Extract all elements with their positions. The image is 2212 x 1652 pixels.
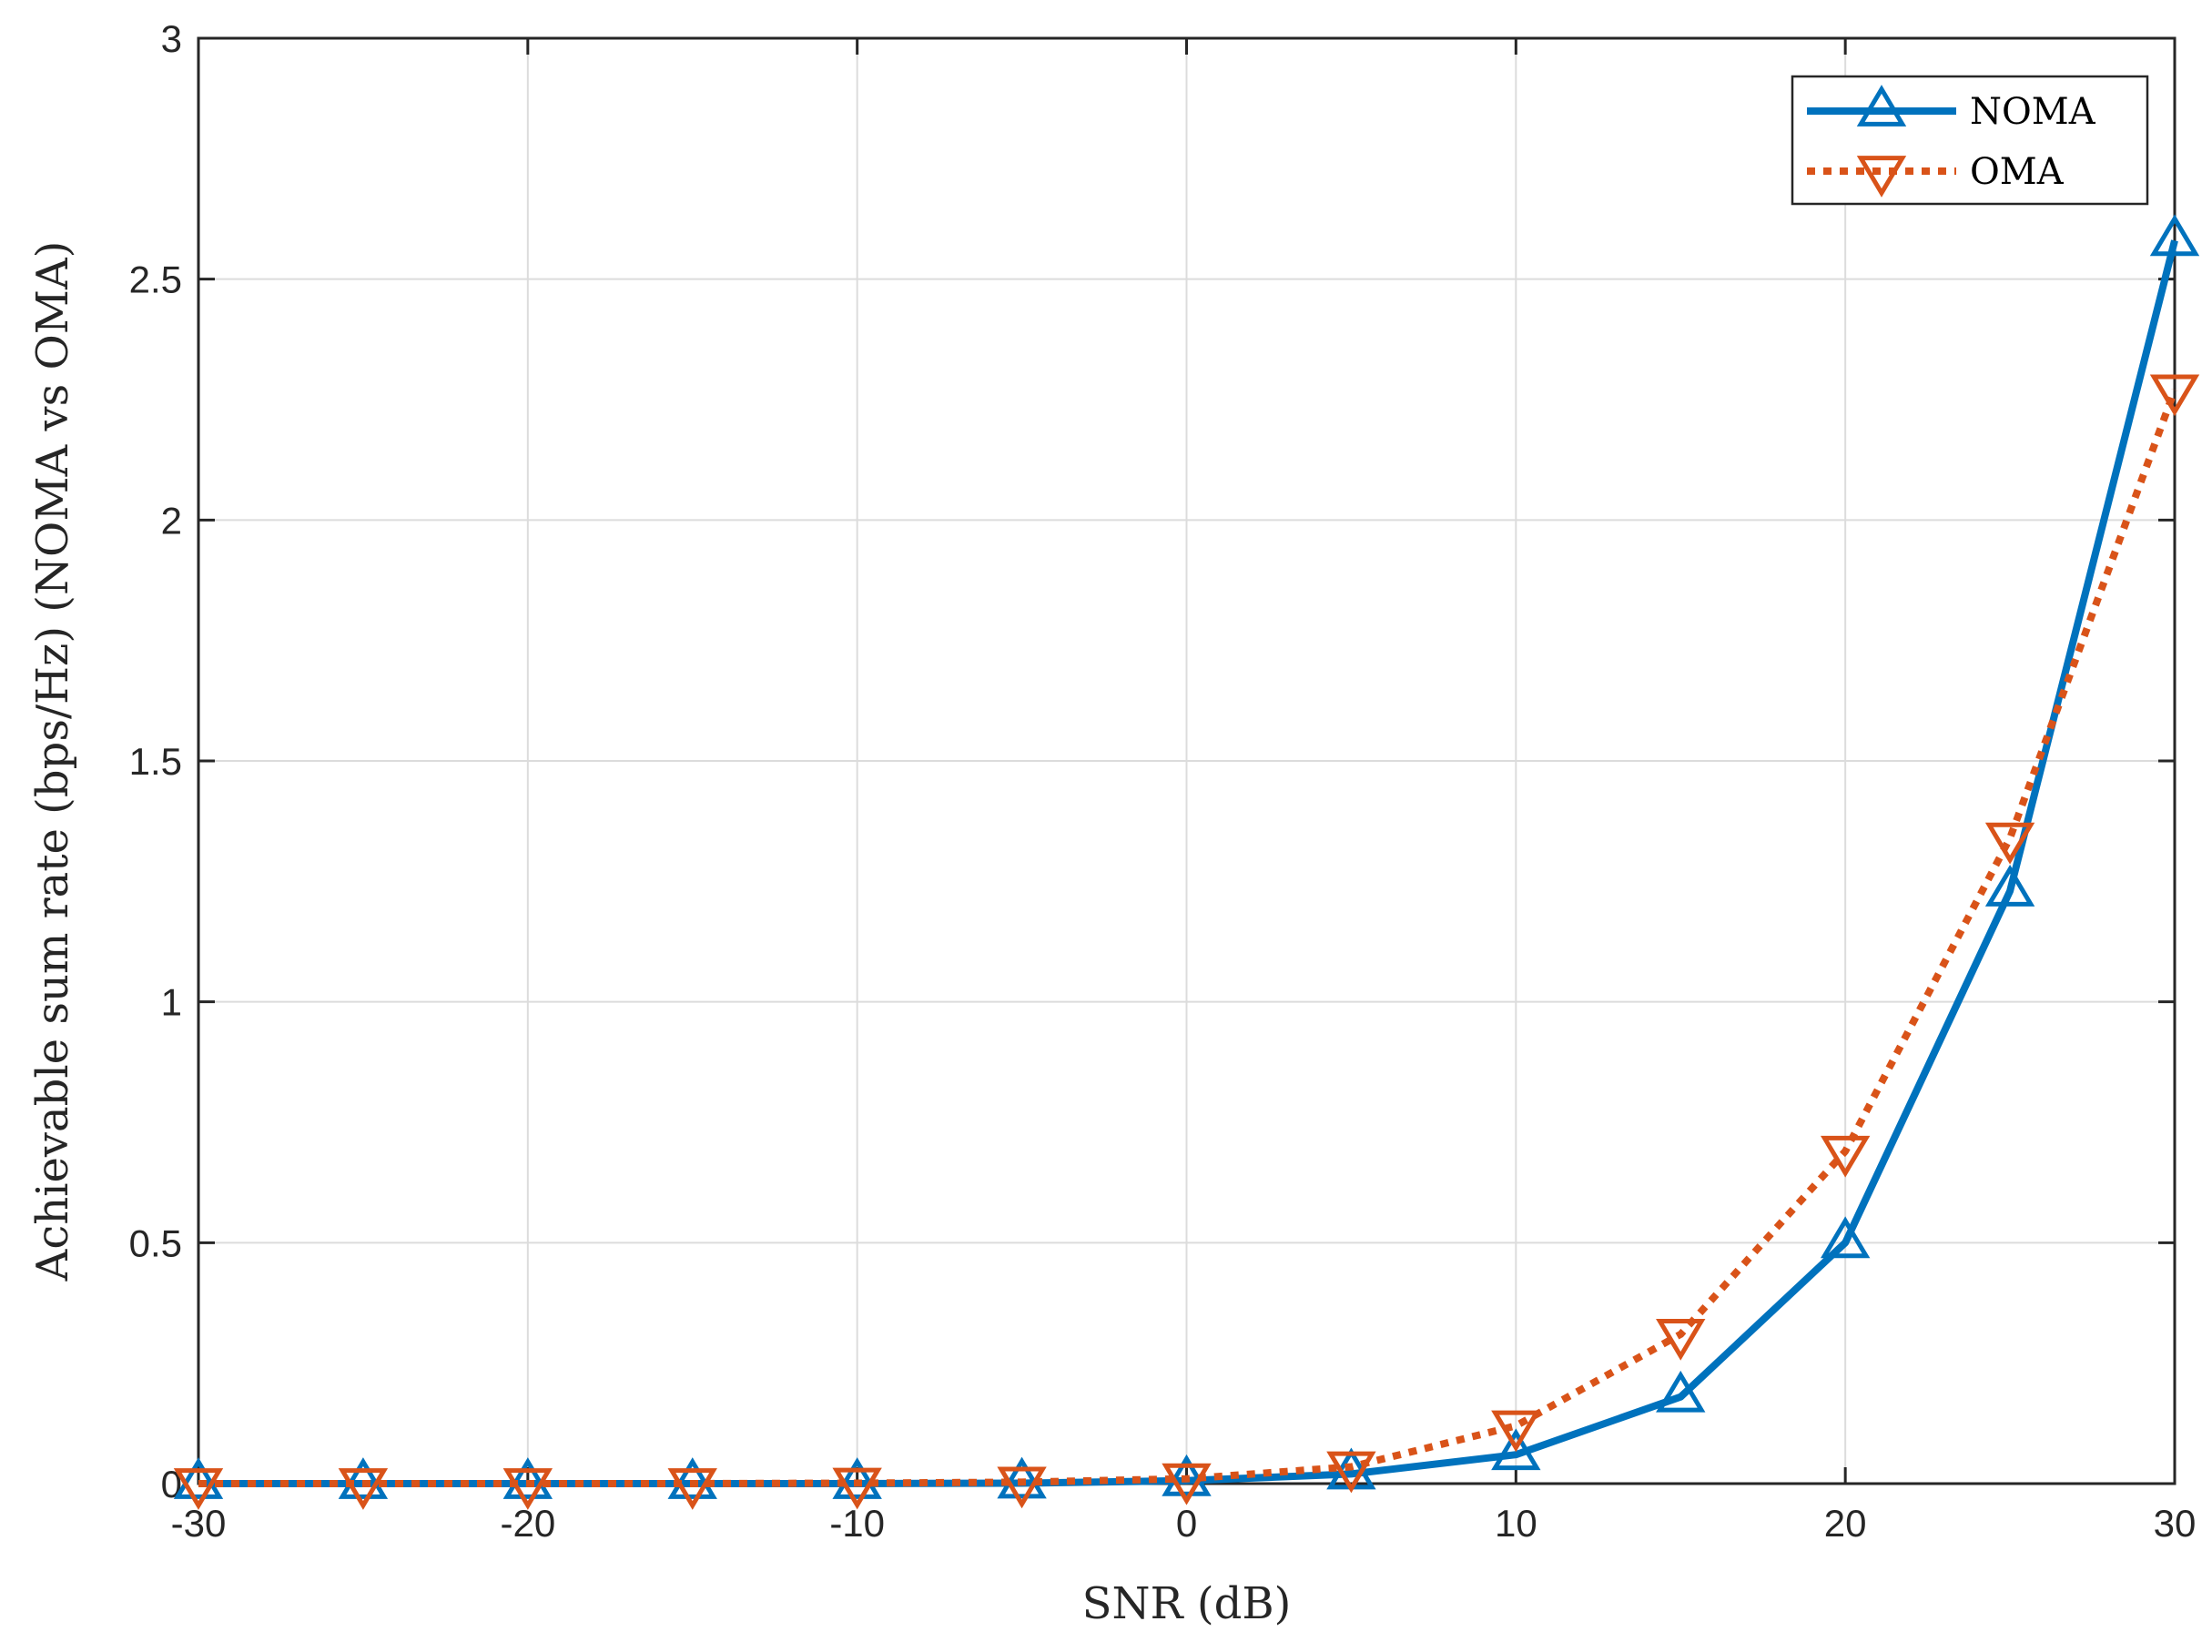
data-point-noma bbox=[1656, 1370, 1706, 1413]
data-point-oma bbox=[173, 1468, 224, 1510]
data-point-oma bbox=[1491, 1410, 1541, 1453]
data-point-oma bbox=[502, 1468, 553, 1510]
data-point-oma bbox=[1656, 1319, 1706, 1361]
x-tick-label: 20 bbox=[1824, 1502, 1867, 1545]
data-point-oma bbox=[1820, 1135, 1871, 1178]
data-point-oma bbox=[2149, 374, 2200, 417]
x-tick-label: 10 bbox=[1495, 1502, 1537, 1545]
data-point-noma bbox=[1984, 865, 2035, 907]
data-point-noma bbox=[997, 1456, 1047, 1499]
x-tick-label: 0 bbox=[1176, 1502, 1197, 1545]
legend-box bbox=[1791, 75, 2149, 206]
legend-marker-oma bbox=[1856, 156, 1907, 198]
y-tick-label: 0.5 bbox=[129, 1221, 182, 1264]
data-point-noma bbox=[502, 1457, 553, 1499]
y-tick-label: 2.5 bbox=[129, 258, 182, 301]
data-point-oma bbox=[832, 1467, 882, 1510]
y-tick-label: 3 bbox=[161, 17, 182, 60]
data-point-noma bbox=[667, 1457, 717, 1499]
data-point-oma bbox=[667, 1468, 717, 1510]
series bbox=[173, 214, 2200, 1510]
series-line-oma bbox=[198, 389, 2178, 1487]
data-point-oma bbox=[1984, 822, 2035, 865]
legend: NOMA OMA bbox=[1791, 75, 2149, 206]
legend-label-noma: NOMA bbox=[1970, 91, 2096, 133]
series-oma bbox=[173, 374, 2200, 1510]
data-point-oma bbox=[997, 1466, 1047, 1509]
data-point-noma bbox=[832, 1457, 882, 1499]
data-point-noma bbox=[338, 1457, 389, 1499]
legend-item-oma: OMA bbox=[1807, 151, 2065, 198]
data-point-noma bbox=[1491, 1428, 1541, 1471]
data-point-noma bbox=[173, 1457, 224, 1499]
y-tick-label: 1 bbox=[161, 981, 182, 1024]
data-point-noma bbox=[1162, 1454, 1212, 1496]
data-point-noma bbox=[1820, 1216, 1871, 1259]
legend-marker-noma bbox=[1856, 85, 1907, 127]
data-point-noma bbox=[2149, 214, 2200, 257]
legend-label-oma: OMA bbox=[1970, 151, 2065, 193]
data-point-oma bbox=[1162, 1463, 1212, 1505]
data-point-oma bbox=[1326, 1451, 1376, 1494]
y-tick-label: 2 bbox=[161, 499, 182, 542]
data-point-oma bbox=[338, 1468, 389, 1510]
x-axis-label: SNR (dB) bbox=[1082, 1578, 1292, 1629]
y-tick-label: 1.5 bbox=[129, 740, 182, 783]
legend-item-noma: NOMA bbox=[1807, 85, 2096, 133]
x-tick-label: 30 bbox=[2154, 1502, 2197, 1545]
y-axis-label: Achievable sum rate (bps/Hz) (NOMA vs OM… bbox=[27, 241, 78, 1282]
